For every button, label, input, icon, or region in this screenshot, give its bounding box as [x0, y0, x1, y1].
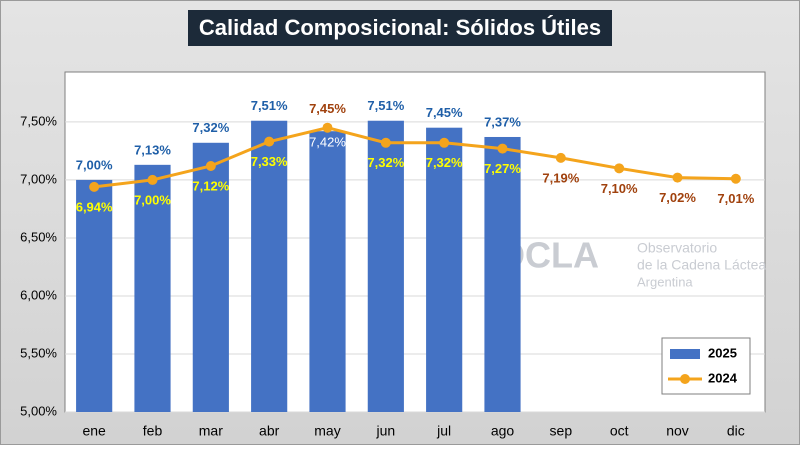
legend-label: 2024 — [708, 370, 738, 385]
line-value-label: 7,45% — [309, 101, 346, 116]
y-tick-label: 6,00% — [20, 287, 57, 302]
line-point — [147, 174, 158, 185]
x-tick-label: jun — [375, 423, 395, 439]
line-value-label: 7,01% — [717, 191, 754, 206]
bar-value-label: 7,00% — [76, 157, 113, 172]
line-value-label: 7,00% — [134, 192, 171, 207]
bar-value-label: 7,13% — [134, 142, 171, 157]
bar-value-label: 7,42% — [309, 135, 346, 150]
line-point — [672, 172, 683, 183]
legend-box — [661, 337, 751, 395]
x-tick-label: abr — [259, 423, 280, 439]
chart-title: Calidad Composicional: Sólidos Útiles — [199, 15, 601, 40]
line — [93, 126, 736, 189]
line-point — [555, 152, 566, 163]
bar-value-label: 7,37% — [484, 114, 521, 129]
bar-value-label: 7,45% — [426, 105, 463, 120]
line-value-label: 7,10% — [601, 181, 638, 196]
x-tick-label: oct — [610, 423, 629, 439]
plot-area — [64, 71, 766, 413]
line-point — [730, 173, 741, 184]
x-tick-label: may — [314, 423, 340, 439]
bar-value-label: 7,51% — [251, 98, 288, 113]
line-value-label: 7,32% — [367, 155, 404, 170]
line-point — [89, 181, 100, 192]
x-tick-label: ene — [82, 423, 106, 439]
bar — [309, 131, 346, 412]
line-value-label: 7,32% — [426, 155, 463, 170]
x-tick-label: jul — [436, 423, 451, 439]
line-value-label: 7,27% — [484, 161, 521, 176]
line-point — [497, 143, 508, 154]
y-tick-label: 7,50% — [20, 113, 57, 128]
line-value-label: 6,94% — [76, 199, 113, 214]
line-point — [205, 160, 216, 171]
line-value-label: 7,12% — [192, 178, 229, 193]
x-tick-label: mar — [199, 423, 223, 439]
x-tick-label: sep — [550, 423, 573, 439]
line-point — [439, 137, 450, 148]
title-box — [188, 10, 612, 46]
x-tick-label: feb — [143, 423, 163, 439]
line-value-label: 7,02% — [659, 190, 696, 205]
bar — [426, 127, 463, 413]
bar — [192, 142, 229, 413]
x-tick-label: nov — [666, 423, 689, 439]
line-value-label: 7,19% — [542, 170, 579, 185]
legend-label: 2025 — [708, 345, 737, 360]
x-tick-label: ago — [491, 423, 515, 439]
watermark-line: de la Cadena Láctea — [637, 257, 766, 273]
y-tick-label: 5,00% — [20, 403, 57, 418]
legend-swatch — [670, 349, 700, 359]
line-point — [614, 163, 625, 174]
bar — [251, 120, 288, 413]
y-tick-label: 7,00% — [20, 171, 57, 186]
bar — [367, 120, 404, 413]
line-point — [322, 122, 333, 133]
watermark-line: Argentina — [637, 274, 693, 289]
watermark-line: Observatorio — [637, 240, 717, 256]
bar — [76, 179, 113, 412]
bar-value-label: 7,51% — [367, 98, 404, 113]
bar — [134, 164, 171, 412]
line-point — [264, 136, 275, 147]
y-tick-label: 5,50% — [20, 345, 57, 360]
line-value-label: 7,33% — [251, 154, 288, 169]
legend-swatch — [680, 374, 690, 384]
x-tick-label: dic — [727, 423, 745, 439]
bar — [484, 136, 521, 412]
y-tick-label: 6,50% — [20, 229, 57, 244]
bar-value-label: 7,32% — [192, 120, 229, 135]
line-point — [380, 137, 391, 148]
